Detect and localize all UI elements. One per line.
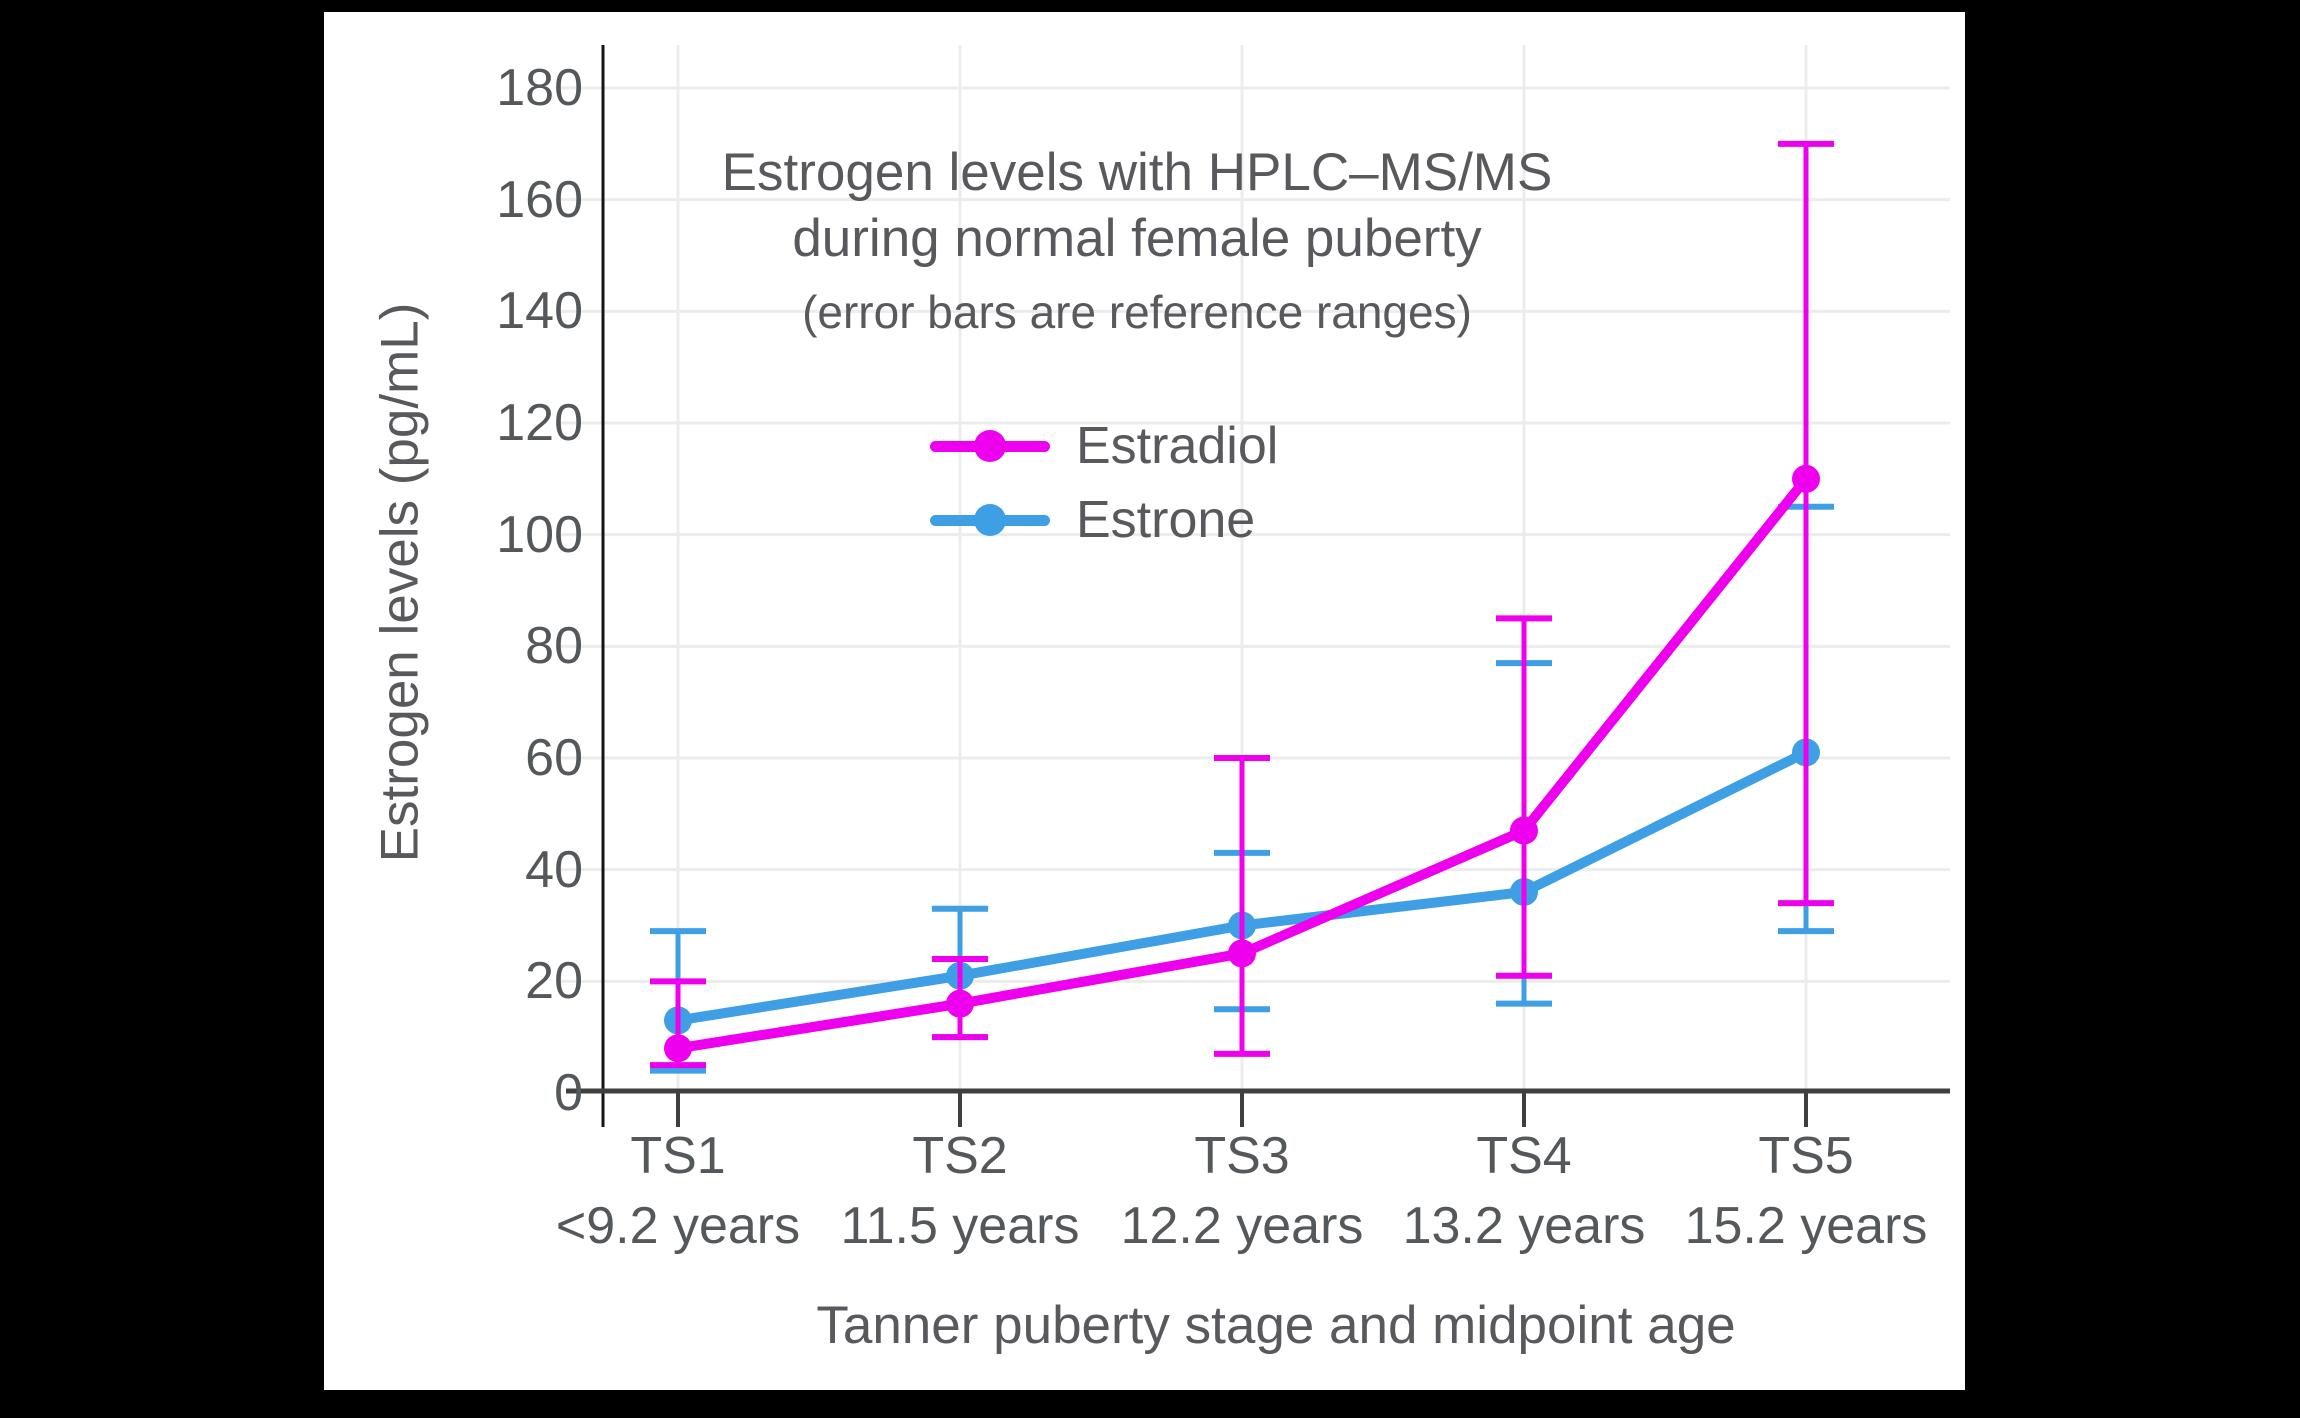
data-point-estradiol	[664, 1034, 692, 1063]
data-point-estradiol	[1510, 816, 1538, 845]
data-point-estradiol	[1228, 939, 1256, 968]
data-point-estradiol	[946, 989, 974, 1018]
data-point-estradiol	[1792, 464, 1820, 493]
chart-background	[324, 12, 1965, 1390]
